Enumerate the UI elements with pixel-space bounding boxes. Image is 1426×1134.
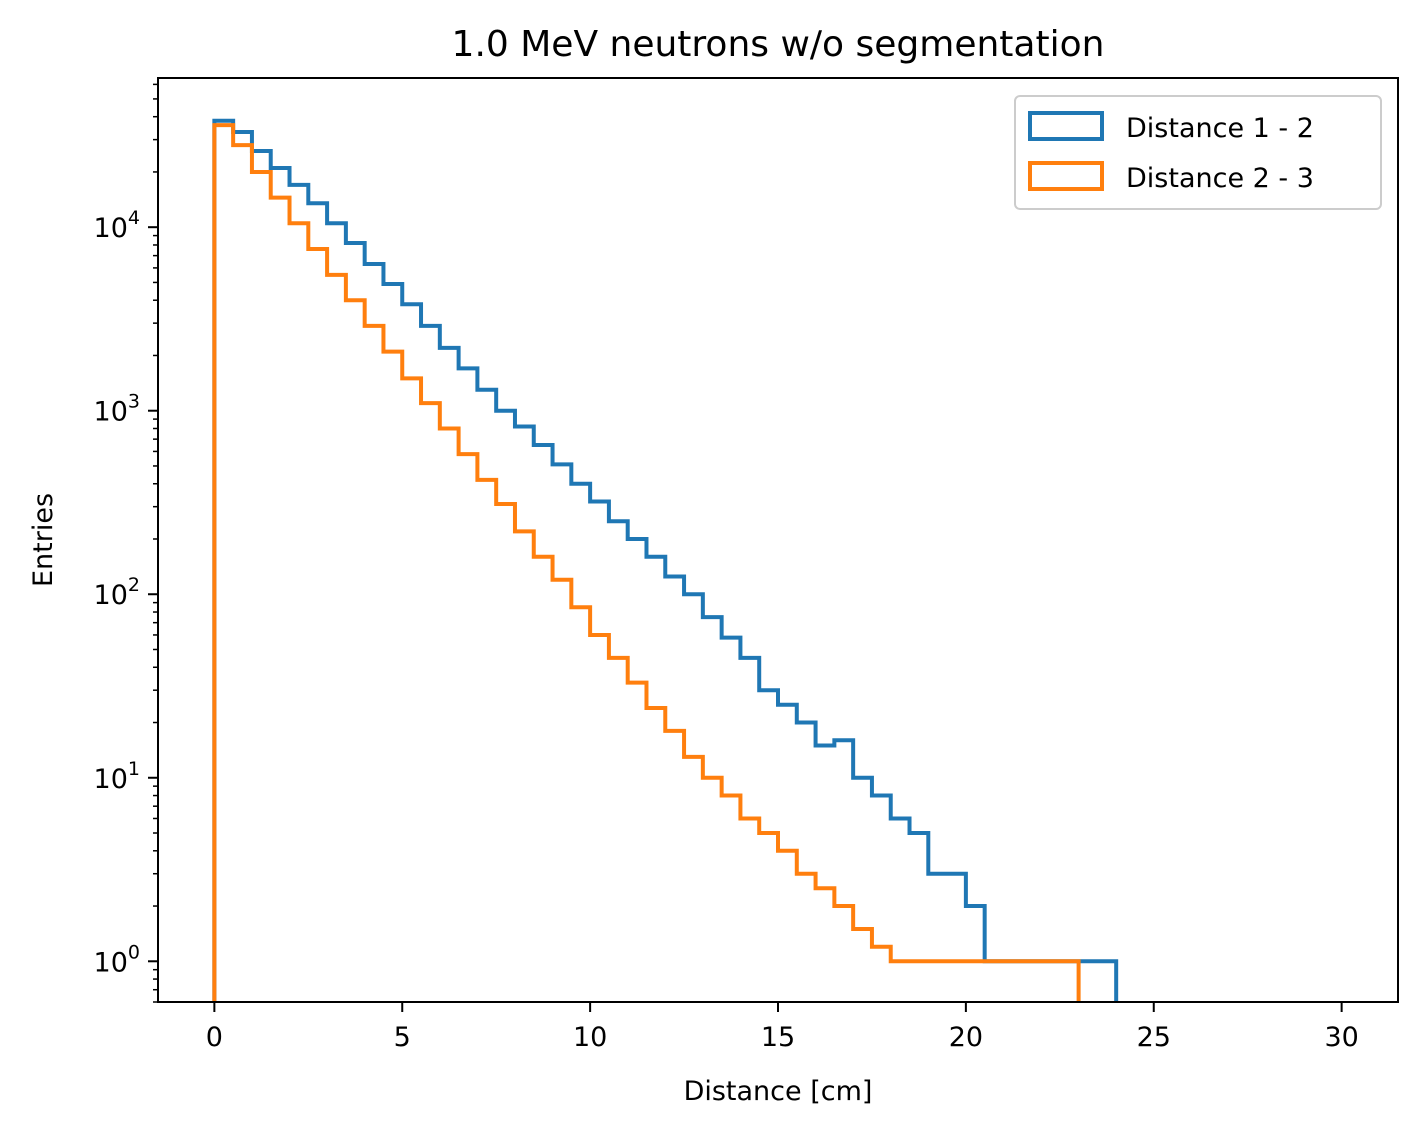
y-tick-label: 102 [94, 574, 140, 611]
x-axis-ticks: 0 5 10 15 20 25 30 [206, 1002, 1359, 1053]
y-tick-base: 10 [94, 764, 128, 795]
x-tick-label: 30 [1324, 1022, 1358, 1053]
y-tick-base: 10 [94, 397, 128, 428]
x-tick-label: 25 [1137, 1022, 1171, 1053]
y-tick-label: 101 [94, 758, 140, 795]
legend-box [1014, 95, 1382, 210]
x-tick-label: 10 [573, 1022, 607, 1053]
y-tick-exponent: 2 [128, 574, 140, 596]
x-axis-label: Distance [cm] [684, 1076, 873, 1107]
legend: Distance 1 - 2 Distance 2 - 3 [1014, 95, 1382, 210]
x-tick-label: 15 [761, 1022, 795, 1053]
y-tick-label: 104 [94, 207, 140, 244]
x-tick-label: 5 [394, 1022, 411, 1053]
y-tick-label: 100 [94, 941, 140, 978]
series-layer [212, 118, 1119, 1002]
chart-title: 1.0 MeV neutrons w/o segmentation [452, 24, 1105, 65]
y-tick-base: 10 [94, 947, 128, 978]
legend-swatch-series-2 [1028, 161, 1104, 191]
y-tick-base: 10 [94, 580, 128, 611]
series-2-step-line [212, 123, 1081, 1002]
legend-label-series-1: Distance 1 - 2 [1126, 113, 1314, 144]
y-tick-exponent: 4 [128, 207, 140, 229]
y-tick-base: 10 [94, 213, 128, 244]
series-1-step-line [212, 118, 1119, 1002]
x-tick-label: 20 [949, 1022, 983, 1053]
y-tick-exponent: 1 [128, 758, 140, 780]
y-axis-label: Entries [28, 493, 59, 587]
legend-label-series-2: Distance 2 - 3 [1126, 163, 1314, 194]
x-tick-label: 0 [206, 1022, 223, 1053]
y-tick-exponent: 0 [128, 941, 140, 963]
y-tick-exponent: 3 [128, 391, 140, 413]
legend-swatch-series-1 [1028, 111, 1104, 141]
y-tick-label: 103 [94, 391, 140, 428]
